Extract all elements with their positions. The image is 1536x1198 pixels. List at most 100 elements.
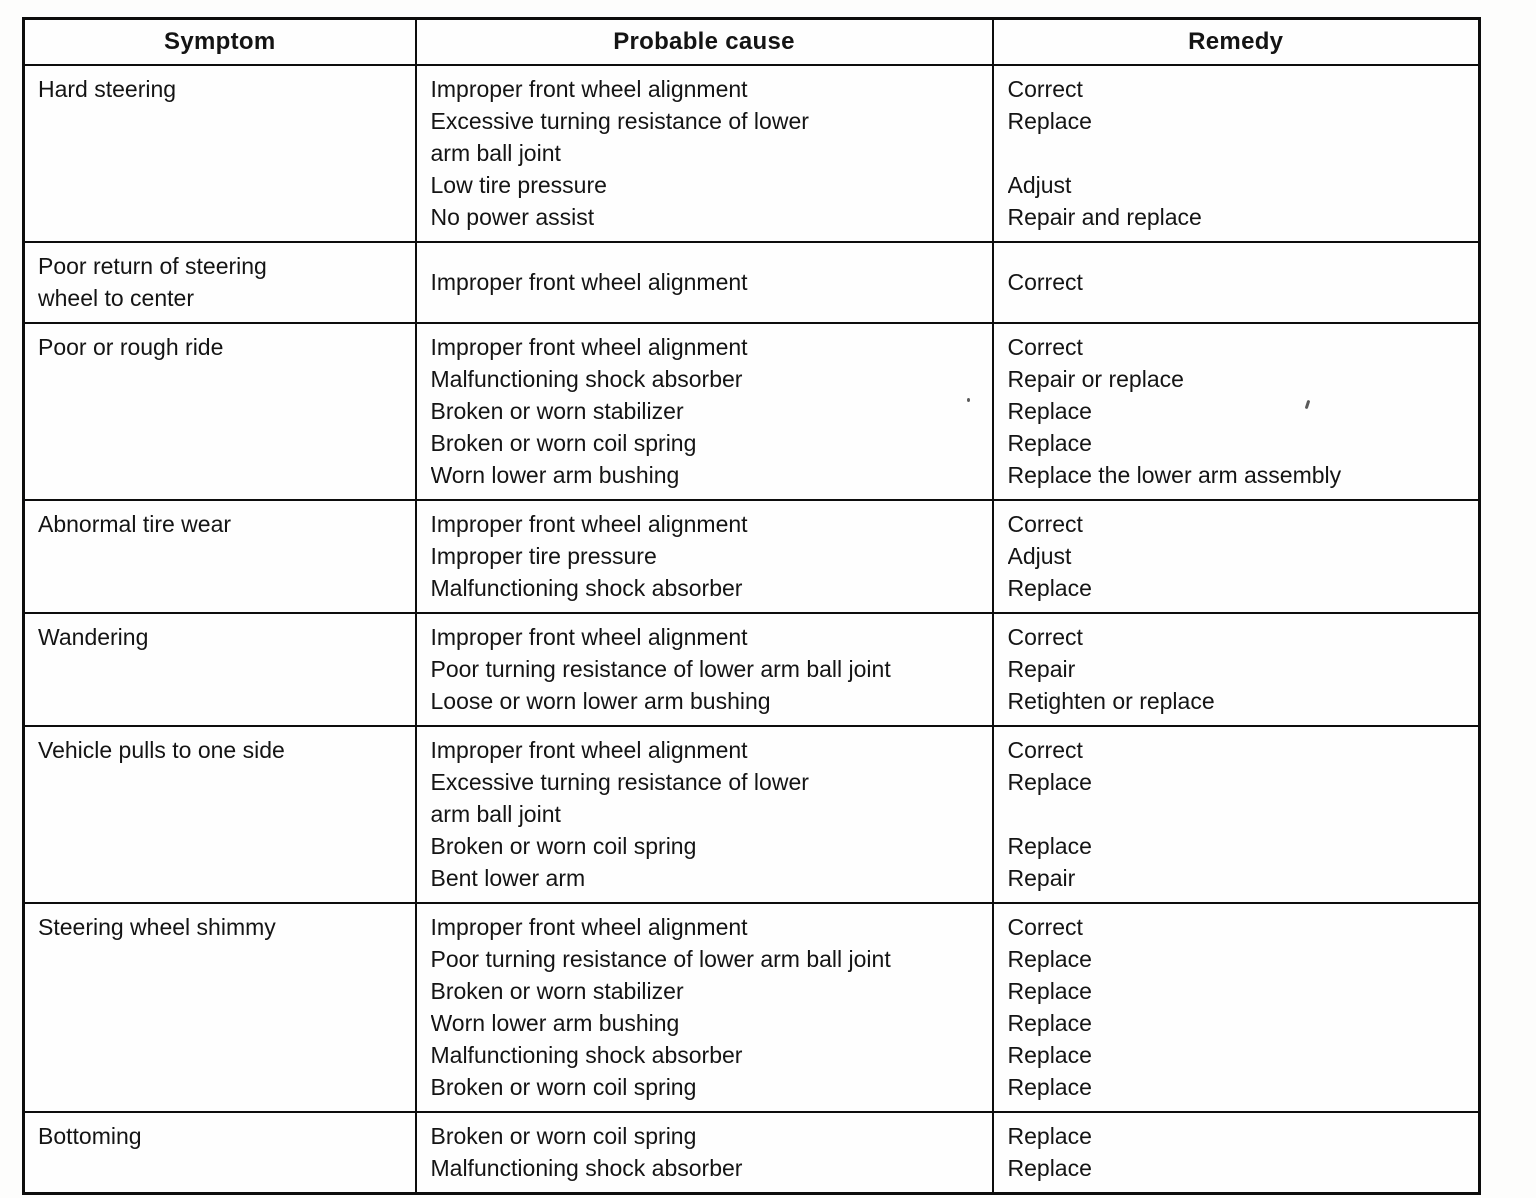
- symptom-line: Poor or rough ride: [38, 334, 224, 360]
- cause-line: Malfunctioning shock absorber: [430, 1042, 743, 1068]
- remedy-line: Repair or replace: [1007, 366, 1184, 392]
- col-header-symptom: Symptom: [22, 17, 417, 66]
- cause-line: Worn lower arm bushing: [430, 1010, 680, 1036]
- remedy-line: Replace: [1007, 1123, 1092, 1149]
- remedy-line: Correct: [1007, 914, 1083, 940]
- table-row: Vehicle pulls to one side Improper front…: [22, 725, 1481, 904]
- cause-cell: Improper front wheel alignment: [414, 241, 994, 324]
- cause-line: Improper front wheel alignment: [430, 624, 748, 650]
- cause-line: Improper front wheel alignment: [430, 511, 748, 537]
- symptom-line: wheel to center: [38, 285, 194, 311]
- symptom-line: Steering wheel shimmy: [38, 914, 276, 940]
- remedy-line: [1008, 798, 1469, 830]
- remedy-line: Replace: [1007, 430, 1092, 456]
- remedy-line: Correct: [1007, 269, 1083, 295]
- cause-line: Improper front wheel alignment: [430, 76, 748, 102]
- symptom-line: Hard steering: [38, 76, 177, 102]
- remedy-line: Correct: [1007, 334, 1083, 360]
- symptom-cell: Wandering: [22, 612, 417, 727]
- cause-line: arm ball joint: [430, 140, 561, 166]
- remedy-line: Replace: [1007, 769, 1092, 795]
- remedy-line: Correct: [1007, 511, 1083, 537]
- symptom-cell: Bottoming: [22, 1111, 417, 1195]
- cause-line: Malfunctioning shock absorber: [430, 366, 743, 392]
- remedy-line: Replace: [1007, 108, 1092, 134]
- remedy-line: Replace: [1007, 575, 1092, 601]
- remedy-line: Retighten or replace: [1007, 688, 1215, 714]
- cause-line: Bent lower arm: [430, 865, 586, 891]
- symptom-cell: Steering wheel shimmy: [22, 902, 417, 1113]
- cause-line: Broken or worn coil spring: [430, 833, 697, 859]
- remedy-line: Replace: [1007, 1042, 1092, 1068]
- remedy-cell: Correct Adjust Replace: [991, 499, 1481, 614]
- remedy-line: Repair and replace: [1007, 204, 1202, 230]
- cause-line: Worn lower arm bushing: [430, 462, 680, 488]
- symptom-cell: Hard steering: [22, 64, 417, 243]
- cause-cell: Improper front wheel alignment Malfunctio…: [414, 322, 994, 501]
- cause-line: Broken or worn coil spring: [430, 430, 697, 456]
- cause-line: Broken or worn coil spring: [430, 1123, 697, 1149]
- remedy-line: Replace: [1007, 1074, 1092, 1100]
- cause-line: Excessive turning resistance of lower: [430, 769, 809, 795]
- symptom-cell: Poor return of steering wheel to center: [22, 241, 417, 324]
- remedy-line: Replace: [1007, 946, 1092, 972]
- scan-artifact: [967, 398, 970, 402]
- cause-line: Broken or worn stabilizer: [430, 978, 684, 1004]
- remedy-cell: Correct Replace Adjust Repair and replace: [991, 64, 1481, 243]
- remedy-line: Correct: [1007, 737, 1083, 763]
- table-row: Abnormal tire wear Improper front wheel …: [22, 499, 1481, 614]
- remedy-cell: Correct Replace Replace Replace Replace Repla…: [991, 902, 1481, 1113]
- cause-cell: Improper front wheel alignment Improper t…: [414, 499, 994, 614]
- table-row: Bottoming Broken or worn coil spring Malf…: [22, 1111, 1481, 1195]
- table-row: Poor return of steering wheel to center I…: [22, 241, 1481, 324]
- cause-cell: Improper front wheel alignment Excessive …: [414, 64, 994, 243]
- symptom-line: Vehicle pulls to one side: [38, 737, 285, 763]
- cause-line: Broken or worn coil spring: [430, 1074, 697, 1100]
- troubleshooting-table: Symptom Probable cause Remedy Hard steer…: [22, 17, 1481, 1195]
- cause-line: Low tire pressure: [430, 172, 607, 198]
- cause-line: Poor turning resistance of lower arm bal…: [430, 656, 891, 682]
- remedy-line: Replace: [1007, 398, 1092, 424]
- remedy-line: Repair: [1007, 656, 1076, 682]
- cause-line: Improper front wheel alignment: [430, 914, 748, 940]
- cause-line: arm ball joint: [430, 801, 561, 827]
- cause-cell: Broken or worn coil spring Malfunctioning…: [414, 1111, 994, 1195]
- cause-line: Improper front wheel alignment: [430, 737, 748, 763]
- table-row: Wandering Improper front wheel alignment…: [22, 612, 1481, 727]
- remedy-cell: Correct Repair or replace Replace Replace Re…: [991, 322, 1481, 501]
- cause-line: Loose or worn lower arm bushing: [430, 688, 771, 714]
- col-header-probable-cause: Probable cause: [414, 17, 994, 66]
- cause-line: Excessive turning resistance of lower: [430, 108, 809, 134]
- remedy-line: Replace: [1007, 1010, 1092, 1036]
- cause-line: Malfunctioning shock absorber: [430, 1155, 743, 1181]
- remedy-cell: Correct Replace Replace Repair: [991, 725, 1481, 904]
- cause-cell: Improper front wheel alignment Poor turni…: [414, 612, 994, 727]
- remedy-line: Adjust: [1007, 543, 1072, 569]
- remedy-line: Replace: [1007, 833, 1092, 859]
- col-header-remedy: Remedy: [991, 17, 1481, 66]
- header-row: Symptom Probable cause Remedy: [22, 17, 1481, 66]
- remedy-line: Replace: [1007, 978, 1092, 1004]
- cause-line: Malfunctioning shock absorber: [430, 575, 743, 601]
- symptom-cell: Abnormal tire wear: [22, 499, 417, 614]
- table-row: Hard steering Improper front wheel align…: [22, 64, 1481, 243]
- table-row: Poor or rough ride Improper front wheel …: [22, 322, 1481, 501]
- remedy-line: Replace: [1007, 1155, 1092, 1181]
- remedy-line: Replace the lower arm assembly: [1007, 462, 1342, 488]
- symptom-line: Poor return of steering: [38, 253, 267, 279]
- remedy-line: [1008, 137, 1469, 169]
- cause-line: No power assist: [430, 204, 595, 230]
- cause-cell: Improper front wheel alignment Excessive …: [414, 725, 994, 904]
- symptom-line: Abnormal tire wear: [38, 511, 232, 537]
- remedy-line: Correct: [1007, 624, 1083, 650]
- remedy-cell: Correct: [991, 241, 1481, 324]
- cause-line: Broken or worn stabilizer: [430, 398, 684, 424]
- remedy-line: Correct: [1007, 76, 1083, 102]
- cause-line: Improper front wheel alignment: [430, 269, 748, 295]
- remedy-line: Repair: [1007, 865, 1076, 891]
- symptom-line: Bottoming: [38, 1123, 142, 1149]
- cause-line: Poor turning resistance of lower arm bal…: [430, 946, 891, 972]
- remedy-line: Adjust: [1007, 172, 1072, 198]
- cause-cell: Improper front wheel alignment Poor turni…: [414, 902, 994, 1113]
- remedy-cell: Correct Repair Retighten or replace: [991, 612, 1481, 727]
